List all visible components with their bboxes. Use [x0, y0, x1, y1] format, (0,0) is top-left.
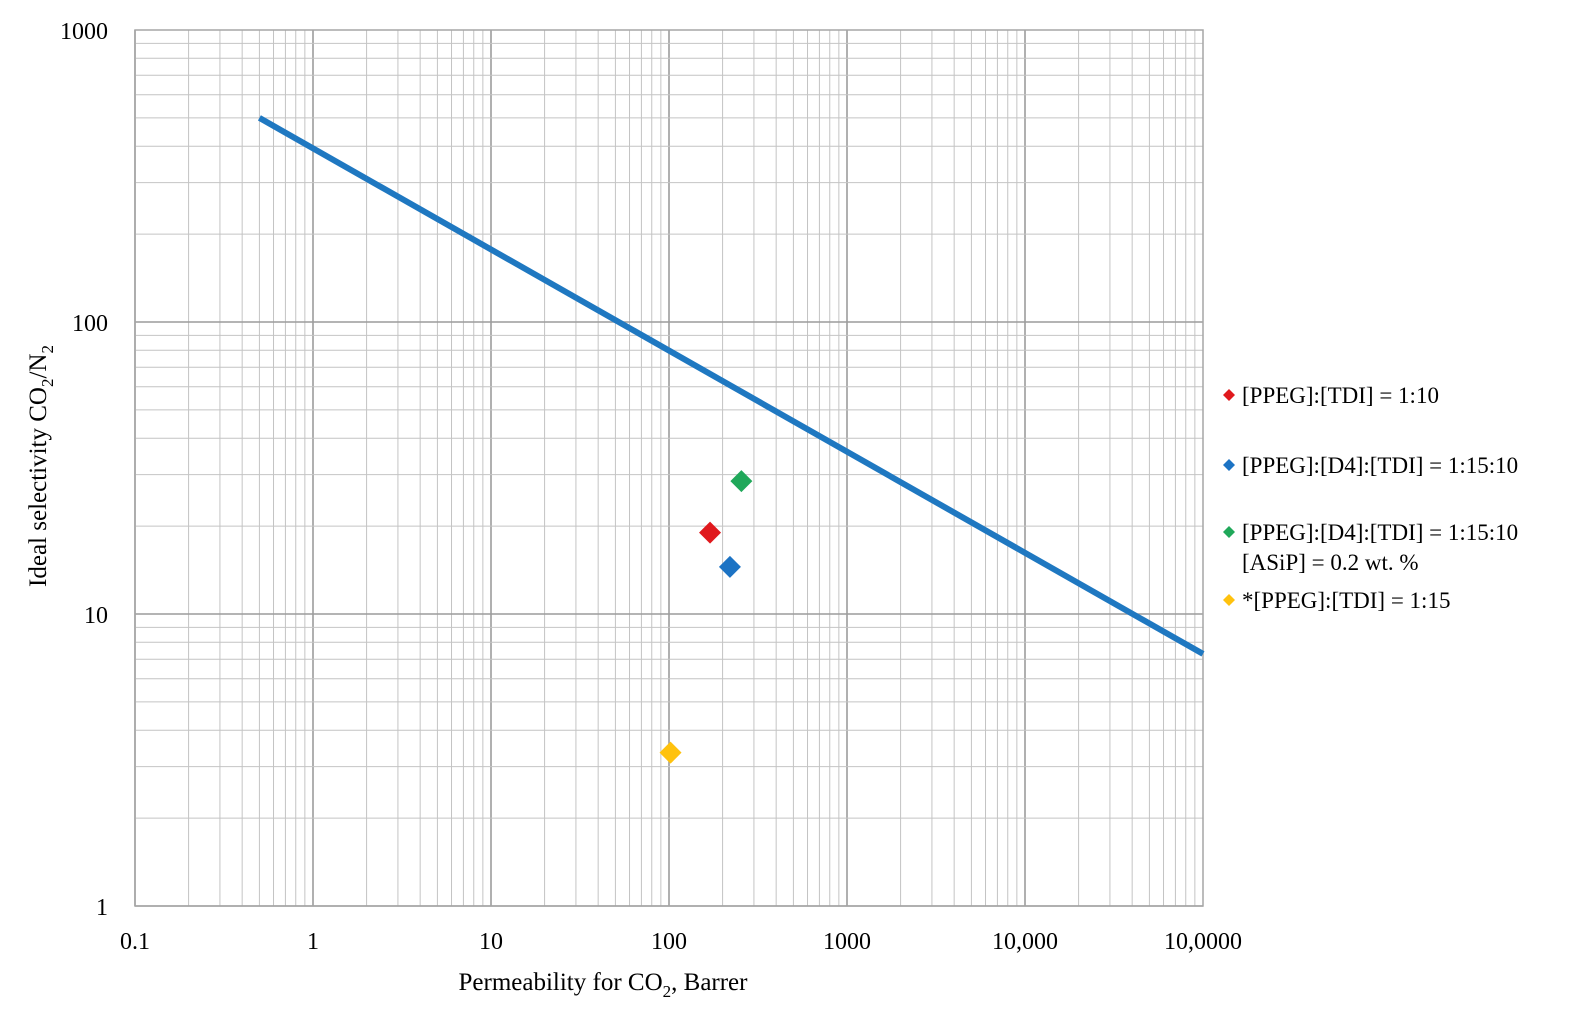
legend: [PPEG]:[TDI] = 1:10 [PPEG]:[D4]:[TDI] = 1…: [1223, 383, 1518, 613]
data-point: [699, 521, 722, 544]
data-point: [718, 555, 741, 578]
legend-marker: [1223, 526, 1235, 538]
legend-marker: [1223, 389, 1235, 401]
upper-bound-line: [257, 115, 1205, 657]
y-axis-ticks: 1 10 100 1000: [60, 19, 108, 921]
data-points: [659, 470, 753, 764]
y-tick-label: 100: [72, 311, 108, 337]
grid: [134, 30, 1203, 907]
legend-label: *[PPEG]:[TDI] = 1:15: [1242, 588, 1450, 613]
y-tick-label: 1: [96, 895, 108, 921]
plot-frame: [134, 29, 1204, 907]
legend-label: [PPEG]:[D4]:[TDI] = 1:15:10: [1242, 453, 1518, 478]
x-tick-label: 10: [479, 929, 503, 955]
y-tick-label: 10: [84, 603, 108, 629]
legend-label: [PPEG]:[D4]:[TDI] = 1:15:10: [1242, 520, 1518, 545]
legend-label-line2: [ASiP] = 0.2 wt. %: [1242, 550, 1419, 575]
x-axis-title-prefix: Permeability for CO: [459, 969, 663, 996]
y-tick-label: 1000: [60, 19, 108, 45]
x-axis-title-suffix: , Barrer: [671, 969, 748, 996]
legend-marker: [1223, 459, 1235, 471]
x-tick-label: 1: [307, 929, 319, 955]
data-point: [730, 470, 753, 493]
y-axis-title: Ideal selectivity CO2/N2: [25, 345, 57, 587]
data-point: [659, 741, 682, 764]
y-axis-title-part: /N: [25, 354, 52, 379]
x-tick-label: 100: [651, 929, 687, 955]
y-axis-title-subscript: 2: [38, 345, 57, 354]
x-tick-label: 1000: [823, 929, 871, 955]
x-axis-title-subscript: 2: [663, 982, 672, 1001]
x-tick-label: 0.1: [120, 929, 150, 955]
y-axis-title-part: Ideal selectivity CO: [25, 387, 52, 587]
x-axis-ticks: 0.1 1 10 100 1000 10,000 10,0000: [120, 929, 1242, 955]
x-tick-label: 10,0000: [1164, 929, 1242, 955]
x-axis-title: Permeability for CO2, Barrer: [459, 969, 749, 1001]
legend-label: [PPEG]:[TDI] = 1:10: [1242, 383, 1439, 408]
y-axis-title-subscript: 2: [38, 379, 57, 388]
legend-marker: [1223, 594, 1235, 606]
x-tick-label: 10,000: [992, 929, 1058, 955]
